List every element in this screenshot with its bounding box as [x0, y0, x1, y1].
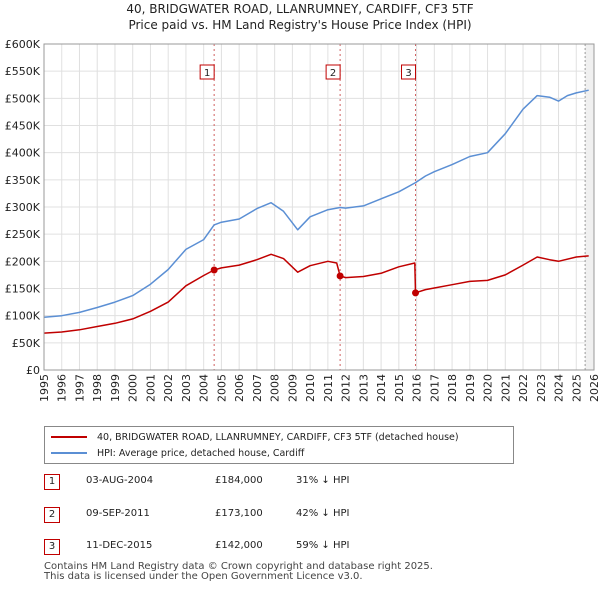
- x-tick-label: 2024: [553, 374, 566, 402]
- legend-label-hpi: HPI: Average price, detached house, Card…: [97, 447, 305, 459]
- sale-number-badge: 2: [44, 507, 60, 523]
- x-tick-label: 2022: [517, 374, 530, 402]
- x-tick-label: 1999: [109, 374, 122, 402]
- series-line-hpi: [43, 89, 589, 319]
- sale-date: 11-DEC-2015: [86, 540, 153, 551]
- legend-entry-property: 40, BRIDGWATER ROAD, LLANRUMNEY, CARDIFF…: [51, 430, 459, 444]
- chart-legend: 40, BRIDGWATER ROAD, LLANRUMNEY, CARDIFF…: [44, 426, 514, 464]
- x-tick-label: 2013: [357, 374, 370, 402]
- plot-frame: [43, 43, 595, 371]
- x-tick-label: 2026: [588, 374, 600, 402]
- sale-hpi-delta: 31% ↓ HPI: [296, 475, 350, 486]
- x-tick-label: 2016: [411, 374, 424, 402]
- sale-marker-box: [325, 64, 341, 80]
- x-tick-label: 1996: [56, 374, 69, 402]
- x-tick-label: 2023: [535, 374, 548, 402]
- footer-attribution: Contains HM Land Registry data © Crown c…: [44, 562, 433, 582]
- sale-points: [210, 266, 420, 297]
- sale-row: 3 11-DEC-2015 £142,000 59% ↓ HPI: [44, 537, 464, 557]
- footer-licence: This data is licensed under the Open Gov…: [44, 571, 363, 582]
- x-tick-label: 2007: [251, 374, 264, 402]
- y-tick-label: £350K: [5, 174, 41, 187]
- x-tick-label: 1997: [73, 374, 86, 402]
- x-tick-label: 2008: [269, 374, 282, 402]
- sale-date: 03-AUG-2004: [86, 475, 154, 486]
- x-tick-label: 2019: [464, 374, 477, 402]
- sale-row: 2 09-SEP-2011 £173,100 42% ↓ HPI: [44, 505, 464, 525]
- x-tick-label: 2021: [499, 374, 512, 402]
- x-tick-label: 2017: [428, 374, 441, 402]
- y-tick-label: £200K: [5, 255, 41, 268]
- sale-marker-box: [401, 64, 417, 80]
- sale-marker-lines: [213, 44, 417, 370]
- sale-marker-box: [199, 64, 215, 80]
- sale-number-badge: 3: [44, 539, 60, 555]
- legend-swatch-hpi: [51, 452, 87, 454]
- y-tick-label: £150K: [5, 283, 41, 296]
- sale-marker-label: 1: [204, 68, 210, 79]
- sale-price: £173,100: [215, 508, 263, 519]
- y-tick-label: £300K: [5, 201, 41, 214]
- x-tick-label: 2012: [340, 374, 353, 402]
- y-tick-label: £400K: [5, 147, 41, 160]
- footer-copyright: Contains HM Land Registry data © Crown c…: [44, 561, 433, 572]
- x-tick-label: 2009: [286, 374, 299, 402]
- x-tick-label: 2001: [144, 374, 157, 402]
- chart-subtitle: Price paid vs. HM Land Registry's House …: [128, 18, 472, 32]
- chart-series: [43, 89, 589, 334]
- sale-hpi-delta: 42% ↓ HPI: [296, 508, 350, 519]
- projection-region: [584, 44, 594, 370]
- y-tick-label: £50K: [12, 337, 41, 350]
- sale-marker-boxes: 1 2 3: [199, 64, 417, 80]
- y-tick-label: £250K: [5, 228, 41, 241]
- price-chart: 1 2 3 £0 £50K £100K £150K £200K £250K £300K £350K…: [5, 38, 600, 402]
- x-tick-label: 2011: [322, 374, 335, 402]
- sale-price: £184,000: [215, 475, 263, 486]
- sale-point: [336, 272, 344, 280]
- y-tick-label: £500K: [5, 92, 41, 105]
- x-tick-label: 1998: [91, 374, 104, 402]
- series-line-property: [43, 253, 589, 334]
- legend-swatch-property: [51, 436, 87, 438]
- sale-row: 1 03-AUG-2004 £184,000 31% ↓ HPI: [44, 472, 464, 492]
- sale-marker-label: 2: [330, 68, 336, 79]
- x-tick-label: 2014: [375, 374, 388, 402]
- sale-point: [412, 289, 420, 297]
- x-tick-label: 2010: [304, 374, 317, 402]
- legend-label-property: 40, BRIDGWATER ROAD, LLANRUMNEY, CARDIFF…: [97, 431, 459, 443]
- y-tick-label: £600K: [5, 38, 41, 51]
- x-tick-label: 2015: [393, 374, 406, 402]
- x-tick-label: 2006: [233, 374, 246, 402]
- sale-hpi-delta: 59% ↓ HPI: [296, 540, 350, 551]
- x-tick-label: 2020: [482, 374, 495, 402]
- sale-price: £142,000: [215, 540, 263, 551]
- sale-date: 09-SEP-2011: [86, 508, 150, 519]
- chart-grid: [43, 43, 595, 371]
- y-tick-label: £450K: [5, 120, 41, 133]
- x-tick-label: 2018: [446, 374, 459, 402]
- y-tick-label: £550K: [5, 65, 41, 78]
- sale-marker-label: 3: [405, 68, 411, 79]
- sale-number-badge: 1: [44, 474, 60, 490]
- x-tick-label: 2004: [198, 374, 211, 402]
- y-axis: £0 £50K £100K £150K £200K £250K £300K £350K £400…: [5, 38, 41, 377]
- y-tick-label: £0: [26, 364, 40, 377]
- x-tick-label: 2005: [215, 374, 228, 402]
- x-tick-label: 2002: [162, 374, 175, 402]
- x-axis: 1995 1996 1997 1998 1999 2000 2001 2002 2003 2004…: [38, 374, 600, 402]
- x-tick-label: 2000: [127, 374, 140, 402]
- projection-shade: [585, 44, 594, 370]
- legend-entry-hpi: HPI: Average price, detached house, Card…: [51, 446, 304, 460]
- x-tick-label: 2025: [570, 374, 583, 402]
- x-tick-label: 2003: [180, 374, 193, 402]
- y-tick-label: £100K: [5, 310, 41, 323]
- x-tick-label: 1995: [38, 374, 51, 402]
- sale-point: [210, 266, 218, 274]
- chart-title-address: 40, BRIDGWATER ROAD, LLANRUMNEY, CARDIFF…: [126, 2, 474, 16]
